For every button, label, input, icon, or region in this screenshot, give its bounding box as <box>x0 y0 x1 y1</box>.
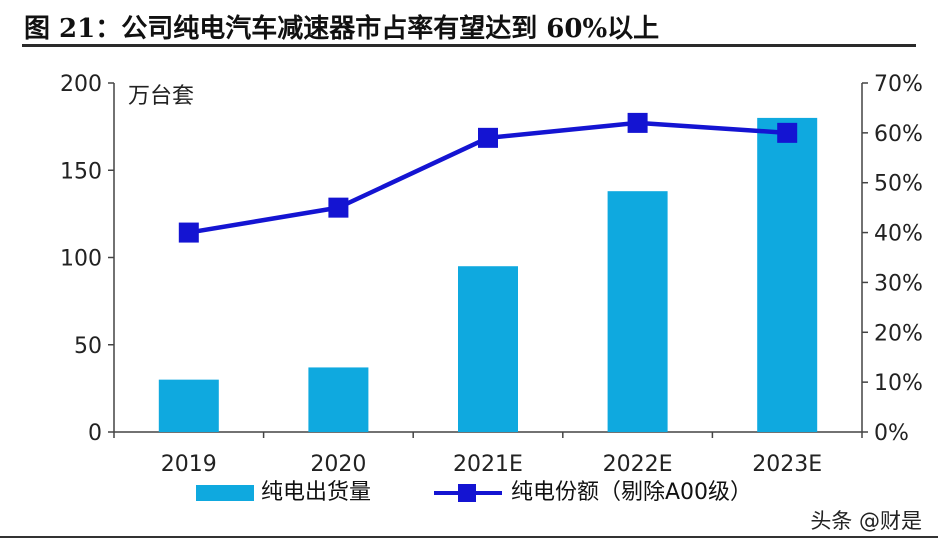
y-left-tick-label: 100 <box>60 247 102 272</box>
x-tick-label: 2023E <box>752 452 822 477</box>
title-rule <box>22 44 916 47</box>
legend-line-label: 纯电份额（剔除A00级） <box>511 480 753 505</box>
line-point <box>328 197 349 218</box>
unit-label: 万台套 <box>128 84 194 109</box>
y-right-tick-label: 0% <box>874 421 909 446</box>
line-point <box>178 222 199 243</box>
bar-series <box>158 117 818 433</box>
bar <box>308 367 369 432</box>
y-right-tick-label: 50% <box>874 172 923 197</box>
line-point <box>478 127 498 148</box>
bar <box>458 266 518 432</box>
x-tick-label: 2019 <box>161 452 217 477</box>
y-right-tick-label: 40% <box>874 222 923 247</box>
y-left-tick-label: 150 <box>60 159 102 184</box>
line-point <box>627 112 648 133</box>
y-right-tick-label: 60% <box>874 122 923 147</box>
x-tick-label: 2020 <box>310 452 366 477</box>
chart-title: 图 21：公司纯电汽车减速器市占率有望达到 60%以上 <box>24 14 660 44</box>
y-right-tick-label: 70% <box>874 72 923 97</box>
legend-bar-swatch <box>196 485 254 501</box>
axis-labels: 0 50 100 150 200 0% 10% 20% 30% 40% 50% 60% 70% 2019 2… <box>60 72 923 477</box>
y-left-tick-label: 50 <box>74 334 102 359</box>
y-left-tick-label: 0 <box>88 421 102 446</box>
line-series <box>178 112 798 243</box>
bottom-rule <box>0 536 938 538</box>
legend-bar-label: 纯电出货量 <box>261 480 372 505</box>
watermark: 头条 @财是 <box>810 509 922 533</box>
y-right-tick-label: 30% <box>874 271 923 296</box>
x-tick-label: 2022E <box>603 452 673 477</box>
y-right-tick-label: 10% <box>874 371 923 396</box>
line-point <box>777 122 798 143</box>
y-right-tick-label: 20% <box>874 321 923 346</box>
legend-item-bar: 纯电出货量 <box>196 474 371 506</box>
bar <box>607 191 668 432</box>
x-tick-label: 2021E <box>453 452 523 477</box>
bar <box>158 379 219 432</box>
y-left-tick-label: 200 <box>60 72 102 97</box>
legend-line-swatch <box>434 484 502 502</box>
legend-item-line: 纯电份额（剔除A00级） <box>432 474 752 506</box>
bar <box>757 117 818 433</box>
